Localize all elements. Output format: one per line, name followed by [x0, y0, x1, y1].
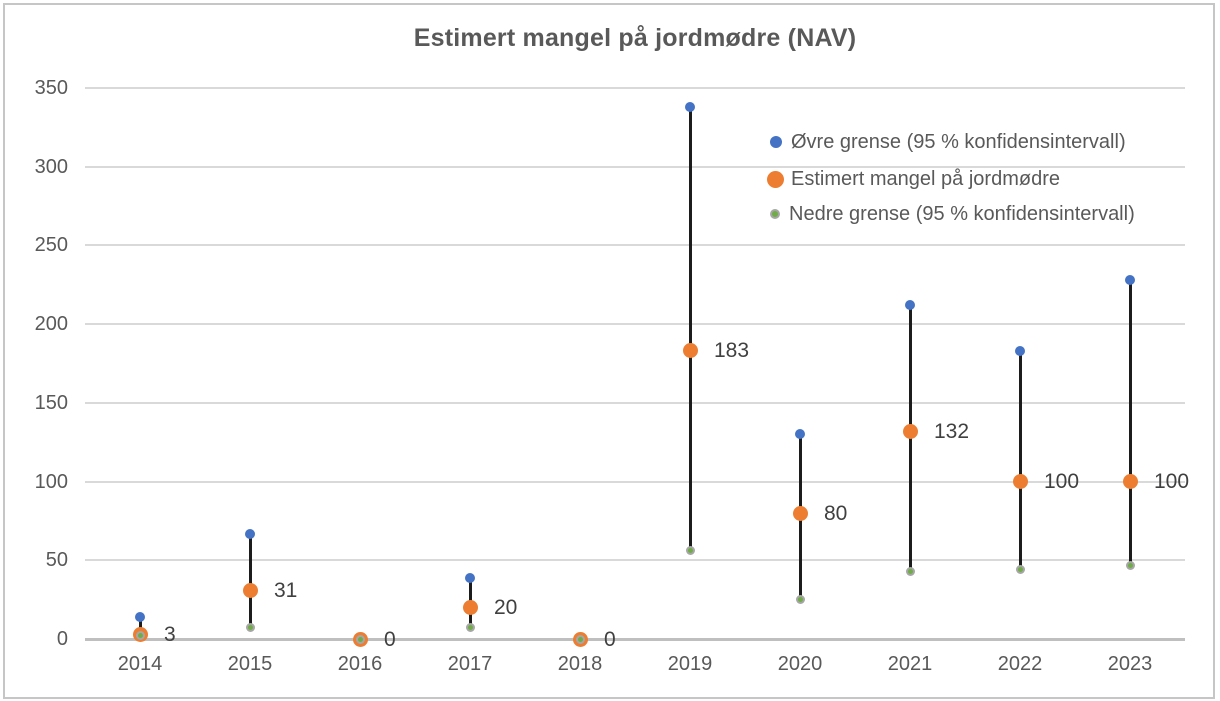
legend-label-upper: Øvre grense (95 % konfidensintervall) — [791, 130, 1126, 153]
estimate-dot — [1122, 474, 1138, 490]
x-axis-label: 2021 — [887, 653, 933, 675]
data-label: 3 — [164, 622, 176, 646]
upper-dot — [1015, 345, 1025, 356]
chart-title: Estimert mangel på jordmødre (NAV) — [413, 24, 857, 52]
y-tick-label: 100 — [34, 470, 68, 493]
data-label: 183 — [714, 339, 750, 363]
y-tick-label: 350 — [34, 77, 68, 99]
error-bar — [688, 106, 692, 551]
gridline — [85, 480, 1185, 483]
upper-dot — [135, 611, 145, 622]
lower-dot — [135, 631, 145, 641]
estimate-dot — [462, 600, 478, 615]
legend-item-lower: Nedre grense (95 % konfidensintervall) — [770, 202, 1135, 226]
gridline — [85, 87, 1185, 89]
gridline — [85, 638, 1185, 641]
error-bar — [1018, 350, 1022, 570]
y-tick-label: 250 — [34, 234, 68, 257]
legend-item-estimate: Estimert mangel på jordmødre — [767, 167, 1060, 191]
lower-dot — [685, 546, 695, 556]
error-bar — [1128, 280, 1132, 565]
upper-dot — [795, 429, 805, 440]
upper-dot — [245, 528, 255, 539]
error-bar — [248, 533, 252, 628]
gridline — [85, 559, 1185, 562]
x-axis-label: 2018 — [557, 653, 603, 675]
y-tick-label: 50 — [45, 549, 68, 572]
data-label: 100 — [1044, 470, 1080, 494]
estimate-legend-dot-icon — [767, 170, 784, 188]
estimate-dot — [902, 423, 918, 439]
x-axis-label: 2019 — [667, 653, 713, 675]
upper-dot — [1125, 275, 1135, 286]
y-tick-label: 150 — [34, 391, 68, 414]
data-label: 20 — [494, 596, 518, 619]
data-label: 132 — [934, 419, 970, 443]
data-label: 31 — [274, 578, 298, 602]
upper-dot — [465, 572, 475, 583]
upper-legend-dot-icon — [770, 136, 782, 148]
lower-dot — [1125, 560, 1135, 570]
estimate-dot — [242, 582, 258, 598]
legend-label-estimate: Estimert mangel på jordmødre — [791, 167, 1060, 190]
estimate-dot — [682, 343, 698, 359]
x-axis-label: 2016 — [337, 653, 383, 675]
lower-dot — [245, 623, 255, 633]
data-label: 100 — [1154, 470, 1190, 494]
lower-dot — [795, 595, 805, 605]
upper-dot — [905, 300, 915, 311]
lower-legend-dot-icon — [770, 209, 780, 219]
x-axis-label: 2015 — [227, 653, 273, 675]
gridline — [85, 401, 1185, 404]
estimate-dot — [1012, 474, 1028, 490]
legend-item-upper: Øvre grense (95 % konfidensintervall) — [770, 130, 1126, 154]
gridline — [85, 323, 1185, 326]
y-tick-label: 200 — [34, 313, 68, 336]
gridline — [85, 165, 1185, 168]
data-label: 80 — [824, 501, 848, 525]
error-bar — [138, 616, 142, 636]
lower-dot — [465, 623, 475, 633]
y-tick-label: 300 — [34, 155, 68, 178]
lower-dot — [355, 634, 365, 644]
x-axis-label: 2022 — [997, 653, 1043, 675]
x-axis-label: 2014 — [117, 653, 163, 675]
x-axis-label: 2020 — [777, 653, 823, 675]
data-label: 0 — [384, 627, 396, 651]
gridline — [85, 244, 1185, 247]
x-axis-label: 2023 — [1107, 653, 1153, 675]
lower-dot — [575, 634, 585, 644]
data-label: 0 — [604, 627, 616, 651]
x-axis-label: 2017 — [447, 653, 493, 675]
upper-dot — [685, 101, 695, 112]
estimate-dot — [792, 505, 808, 521]
lower-dot — [905, 566, 915, 576]
legend-label-lower: Nedre grense (95 % konfidensintervall) — [789, 202, 1135, 225]
y-tick-label: 0 — [56, 628, 68, 650]
lower-dot — [1015, 565, 1025, 575]
chart-border — [3, 3, 1215, 699]
